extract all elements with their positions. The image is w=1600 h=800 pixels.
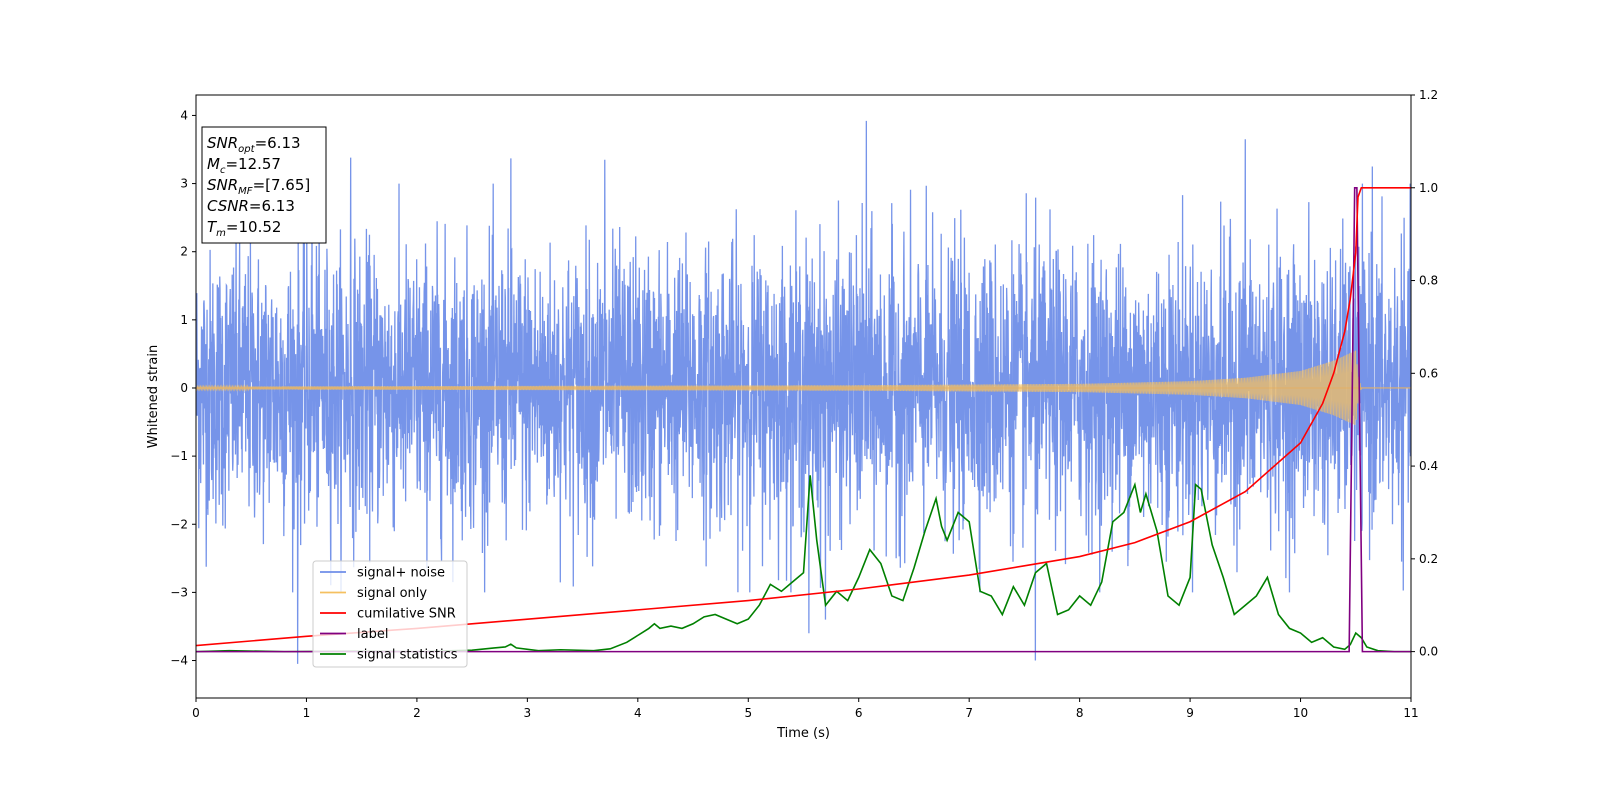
info-box-line: Tm=10.52 xyxy=(207,218,281,239)
info-base: SNR xyxy=(207,134,238,152)
x-tick-label: 9 xyxy=(1186,706,1194,720)
series-signal-statistics xyxy=(196,475,1411,653)
info-subscript: c xyxy=(220,165,226,176)
x-tick-label: 11 xyxy=(1403,706,1418,720)
x-tick-label: 0 xyxy=(192,706,200,720)
series-label xyxy=(196,186,1411,653)
x-tick-label: 10 xyxy=(1293,706,1308,720)
x-tick-label: 3 xyxy=(524,706,532,720)
y-left-tick-label: −3 xyxy=(170,585,188,599)
x-tick-label: 8 xyxy=(1076,706,1084,720)
x-tick-label: 4 xyxy=(634,706,642,720)
legend: signal+ noise signal only cumilative SNR la… xyxy=(312,560,468,668)
info-base: T xyxy=(207,218,218,236)
y-left-tick-label: 4 xyxy=(180,108,188,122)
axes-frame xyxy=(195,94,1412,699)
x-tick-label: 2 xyxy=(413,706,421,720)
y-left-tick-label: 3 xyxy=(180,177,188,191)
info-base: SNR xyxy=(207,176,238,194)
info-subscript: opt xyxy=(238,144,255,155)
info-box: SNRopt=6.13Mc=12.57SNRMF=[7.65]CSNR=6.13… xyxy=(201,126,327,244)
x-axis-label: Time (s) xyxy=(776,726,830,741)
info-box-line: CSNR=6.13 xyxy=(207,197,295,215)
x-tick-label: 7 xyxy=(965,706,973,720)
y-left-tick-label: 1 xyxy=(180,313,188,327)
info-box-line: SNRopt=6.13 xyxy=(207,134,301,155)
legend-label: label xyxy=(357,627,388,642)
y-axis-label: Whitened strain xyxy=(146,345,161,448)
y-right-tick-label: 1.0 xyxy=(1419,181,1438,195)
info-value: =10.52 xyxy=(226,218,282,236)
y-right-tick-label: 0.2 xyxy=(1419,552,1438,566)
y-right-tick-label: 0.0 xyxy=(1419,645,1438,659)
y-right-tick-label: 1.2 xyxy=(1419,88,1438,102)
info-box-frame xyxy=(201,126,327,244)
info-value: =[7.65] xyxy=(253,176,311,194)
legend-label: signal statistics xyxy=(357,648,458,663)
legend-label: signal only xyxy=(357,586,427,601)
x-tick-label: 5 xyxy=(744,706,752,720)
info-box-line: SNRMF=[7.65] xyxy=(207,176,310,197)
legend-label: signal+ noise xyxy=(357,566,445,581)
info-base: CSNR xyxy=(207,197,249,215)
info-value: =12.57 xyxy=(225,155,281,173)
x-tick-label: 1 xyxy=(303,706,311,720)
info-value: =6.13 xyxy=(249,197,295,215)
y-right-tick-label: 0.6 xyxy=(1419,366,1438,380)
y-left-tick-label: −2 xyxy=(170,517,188,531)
legend-label: cumilative SNR xyxy=(357,607,456,622)
series-group xyxy=(196,120,1411,664)
y-left-tick-label: 2 xyxy=(180,245,188,259)
tick-layer: 0 1 2 3 4 5 6 7 8 9 10 11 −4 −3 −2 −1 0 1 2 3 4 0.0 0.2 0.4 0.6 0… xyxy=(170,88,1438,720)
info-base: M xyxy=(207,155,220,173)
y-left-tick-label: −1 xyxy=(170,449,188,463)
info-value: =6.13 xyxy=(255,134,301,152)
y-right-tick-label: 0.4 xyxy=(1419,459,1438,473)
info-subscript: MF xyxy=(238,186,253,197)
y-right-tick-label: 0.8 xyxy=(1419,274,1438,288)
legend-frame xyxy=(312,560,468,668)
info-box-line: Mc=12.57 xyxy=(207,155,281,176)
series-signal-noise xyxy=(196,120,1411,664)
plot-area xyxy=(196,120,1411,664)
y-left-tick-label: −4 xyxy=(170,654,188,668)
info-subscript: m xyxy=(216,228,226,239)
y-left-tick-label: 0 xyxy=(180,381,188,395)
x-tick-label: 6 xyxy=(855,706,863,720)
series-cumulative-snr xyxy=(196,186,1411,647)
